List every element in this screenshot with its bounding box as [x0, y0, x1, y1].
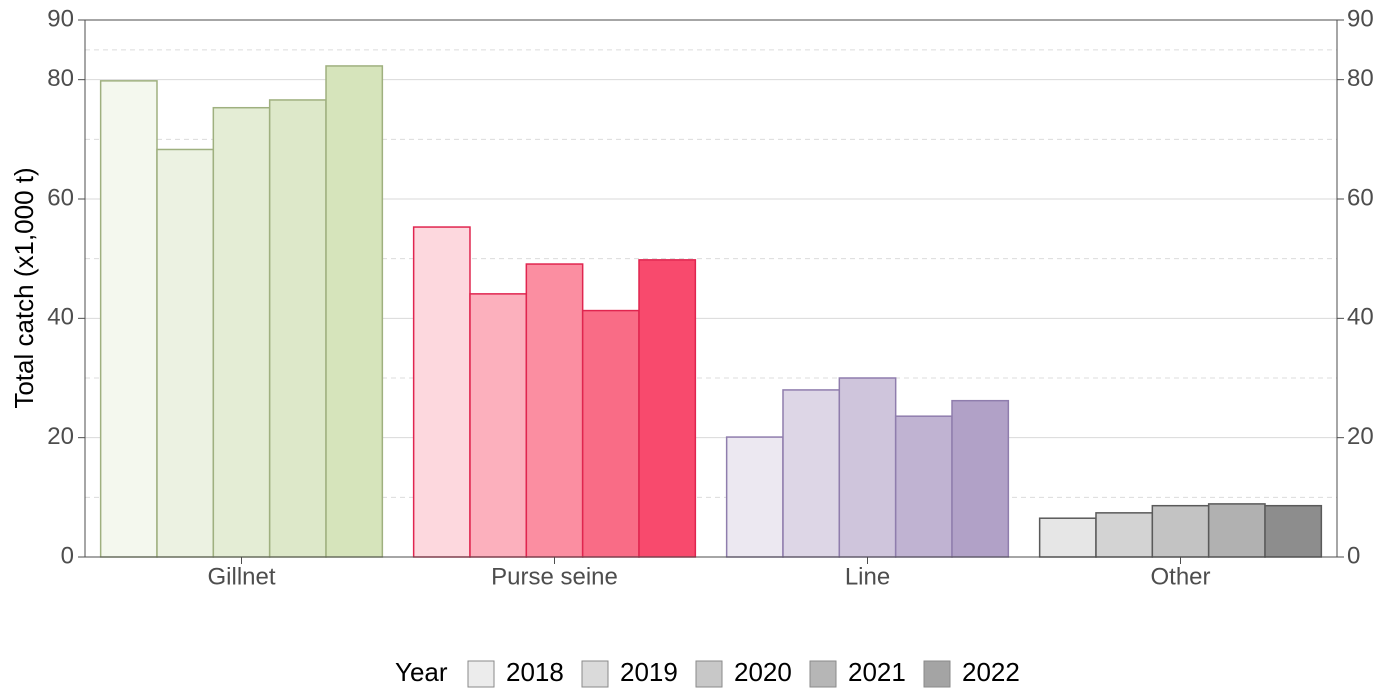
legend-title: Year: [395, 657, 448, 687]
bar: [412, 226, 471, 558]
bar: [99, 80, 158, 558]
bar: [469, 293, 528, 558]
y-tick-label: 40: [47, 304, 74, 331]
bar: [1264, 504, 1323, 558]
y2-tick-label: 90: [1347, 5, 1374, 32]
x-tick-label: Line: [845, 563, 890, 590]
y2-tick-label: 0: [1347, 542, 1360, 569]
bar: [212, 106, 271, 558]
x-tick-label: Other: [1150, 563, 1210, 590]
bar: [325, 65, 384, 558]
legend-swatch: [809, 660, 837, 688]
bar: [1095, 512, 1154, 558]
bar: [638, 259, 697, 558]
y2-tick-label: 60: [1347, 184, 1374, 211]
legend-label: 2020: [734, 657, 792, 687]
bar: [894, 415, 953, 558]
y2-tick-label: 20: [1347, 423, 1374, 450]
bar: [268, 99, 327, 558]
legend-label: 2019: [620, 657, 678, 687]
bar: [838, 377, 897, 558]
bar: [1151, 504, 1210, 558]
legend-swatch: [923, 660, 951, 688]
bar: [156, 148, 215, 558]
y2-tick-label: 80: [1347, 65, 1374, 92]
y-tick-label: 90: [47, 5, 74, 32]
y-tick-label: 60: [47, 184, 74, 211]
y-tick-label: 20: [47, 423, 74, 450]
bar: [1038, 517, 1097, 558]
bar: [1207, 503, 1266, 558]
legend-swatch: [467, 660, 495, 688]
y-axis-title: Total catch (x1,000 t): [9, 167, 39, 408]
legend-label: 2022: [962, 657, 1020, 687]
bar: [581, 309, 640, 558]
y-tick-label: 0: [61, 542, 74, 569]
legend-label: 2021: [848, 657, 906, 687]
legend-swatch: [581, 660, 609, 688]
x-tick-label: Purse seine: [491, 563, 618, 590]
bar: [725, 436, 784, 558]
bar: [525, 263, 584, 558]
bar: [951, 399, 1010, 558]
legend-swatch: [695, 660, 723, 688]
x-tick-label: Gillnet: [207, 563, 275, 590]
legend-label: 2018: [506, 657, 564, 687]
y-tick-label: 80: [47, 65, 74, 92]
bar: [782, 389, 841, 558]
y2-tick-label: 40: [1347, 304, 1374, 331]
